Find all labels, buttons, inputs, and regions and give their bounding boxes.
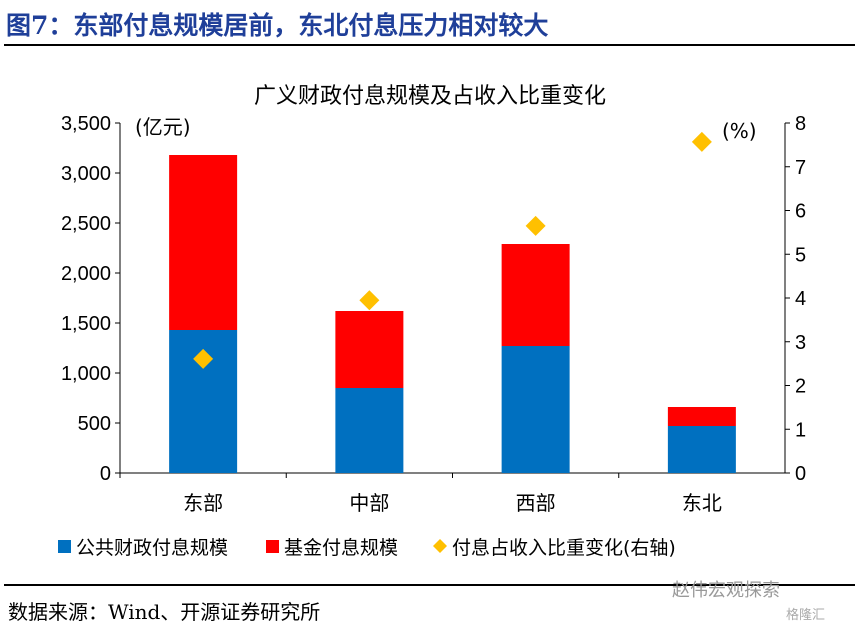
- y-tick-label: 3,000: [61, 163, 111, 185]
- legend-label: 付息占收入比重变化(右轴): [452, 537, 676, 559]
- y2-tick-label: 6: [795, 201, 806, 223]
- y-tick-label: 1,000: [61, 363, 111, 385]
- bar-东部-基金付息规模: [169, 155, 238, 330]
- source-rule: [4, 584, 855, 586]
- y-tick-label: 500: [78, 413, 111, 435]
- legend-swatch: [433, 539, 447, 553]
- diamond-marker-西部: [525, 215, 546, 236]
- bar-东北-基金付息规模: [667, 407, 736, 426]
- watermark: 赵伟宏观探索: [672, 580, 780, 601]
- legend-swatch: [58, 540, 71, 553]
- y-axis-label: (亿元): [135, 115, 191, 139]
- y2-tick-label: 2: [795, 376, 806, 398]
- bar-西部-公共财政付息规模: [501, 346, 570, 473]
- watermark-logo: 格隆汇: [786, 608, 826, 623]
- chart-title: 广义财政付息规模及占收入比重变化: [254, 84, 606, 109]
- legend-label: 公共财政付息规模: [76, 537, 228, 559]
- x-tick-label: 中部: [349, 491, 389, 515]
- y2-axis-label: (%): [722, 119, 757, 143]
- chart: 广义财政付息规模及占收入比重变化 0 500 1,000 1,500 2,000 2,500…: [58, 84, 806, 559]
- x-tick-label: 东北: [682, 491, 722, 515]
- bar-东北-公共财政付息规模: [667, 426, 736, 473]
- diamond-marker-东北: [691, 131, 712, 152]
- bar-中部-公共财政付息规模: [335, 388, 404, 473]
- y-tick-label: 2,000: [61, 263, 111, 285]
- y2-tick-label: 4: [795, 288, 806, 310]
- y-tick-label: 3,500: [61, 113, 111, 135]
- y2-tick-label: 5: [795, 244, 806, 266]
- x-tick-label: 西部: [516, 491, 556, 515]
- diamond-marker-中部: [359, 290, 380, 311]
- figure-title: 图7：东部付息规模居前，东北付息压力相对较大: [6, 11, 549, 40]
- y2-tick-label: 8: [795, 113, 806, 135]
- bar-中部-基金付息规模: [335, 311, 404, 388]
- bar-西部-基金付息规模: [501, 244, 570, 346]
- y-tick-label: 0: [100, 463, 111, 485]
- legend-label: 基金付息规模: [284, 537, 398, 559]
- y2-tick-label: 0: [795, 463, 806, 485]
- y-tick-label: 2,500: [61, 213, 111, 235]
- y2-tick-label: 3: [795, 332, 806, 354]
- y2-tick-label: 1: [795, 419, 806, 441]
- title-rule: [4, 44, 855, 46]
- source-note: 数据来源：Wind、开源证券研究所: [8, 600, 321, 624]
- legend-swatch: [266, 540, 279, 553]
- diamond-marker-东部: [193, 348, 214, 369]
- y-tick-label: 1,500: [61, 313, 111, 335]
- x-tick-label: 东部: [183, 491, 223, 515]
- y2-tick-label: 7: [795, 157, 806, 179]
